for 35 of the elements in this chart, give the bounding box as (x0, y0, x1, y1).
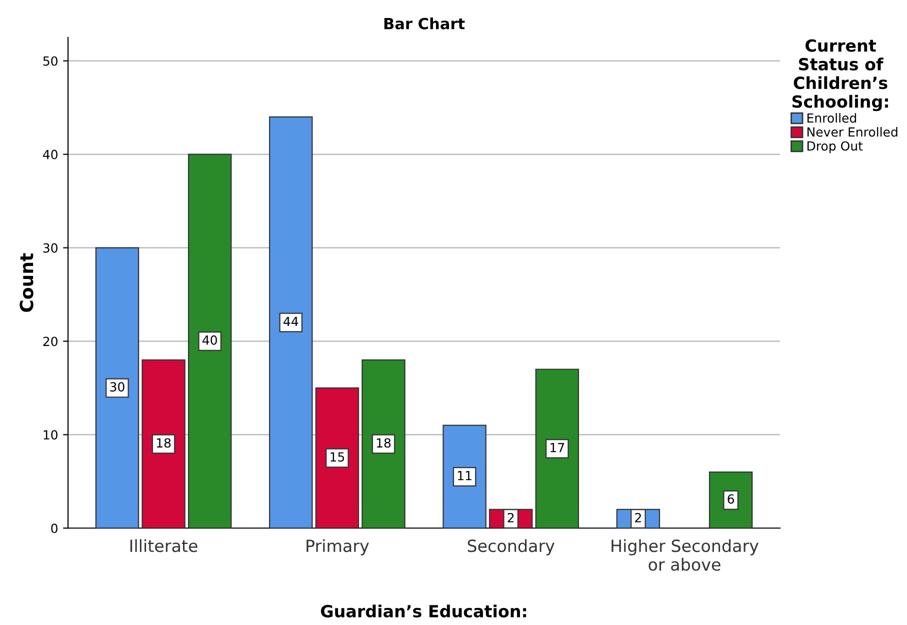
x-tick-label: Illiterate (130, 539, 198, 552)
y-tick-label: 40 (43, 150, 58, 160)
legend-label: Never Enrolled (807, 127, 898, 137)
bar (95, 247, 140, 528)
data-label: 2 (508, 512, 514, 522)
y-tick-label: 30 (43, 243, 58, 253)
data-label: 40 (202, 335, 217, 345)
bar (535, 368, 580, 528)
data-label: 44 (284, 316, 298, 326)
bar (362, 359, 406, 528)
x-tick-label: Higher Secondary or above (612, 539, 758, 571)
chart-title: Bar Chart (384, 18, 465, 30)
legend-label: Enrolled (807, 113, 856, 123)
x-axis-title: Guardian’s Education: (320, 604, 526, 618)
x-tick-label: Secondary (468, 539, 554, 556)
y-tick-label: 50 (43, 56, 58, 66)
legend-title: Current Status of Children’s Schooling: (792, 39, 888, 112)
legend-label: Drop Out (807, 141, 863, 154)
bar (188, 154, 232, 528)
y-tick-label: 20 (43, 336, 58, 346)
y-axis-title: Count (20, 253, 34, 312)
data-label: 6 (728, 494, 734, 504)
bar (269, 116, 313, 528)
y-tick-label: 0 (51, 524, 58, 534)
bar (142, 359, 186, 528)
bar (315, 387, 360, 528)
data-label: 11 (458, 471, 472, 480)
data-label: 2 (635, 512, 641, 522)
data-label: 18 (376, 438, 391, 448)
data-label: 18 (156, 438, 171, 448)
data-label: 30 (110, 382, 124, 392)
x-tick-label: Primary (306, 539, 369, 556)
data-label: 15 (330, 452, 344, 462)
y-tick-label: 10 (44, 430, 58, 440)
data-label: 17 (550, 443, 564, 452)
